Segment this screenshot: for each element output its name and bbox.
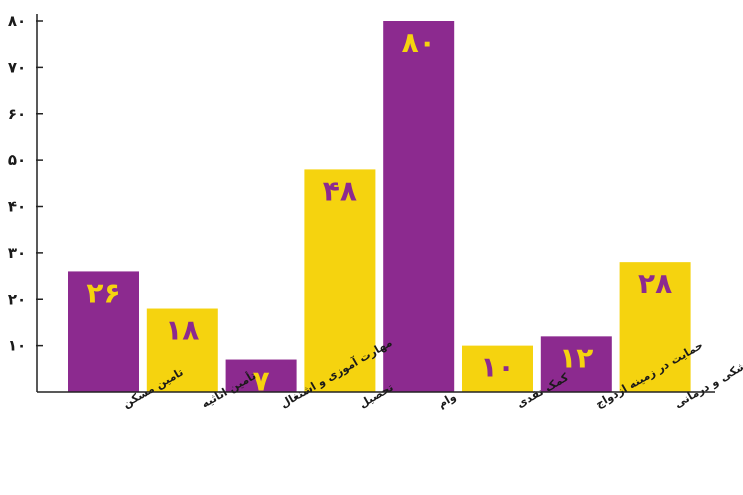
y-tick-label: ۶۰ [8,105,26,123]
bar-value-label: ۴۸ [323,174,357,207]
bar-value-label: ۱۸ [165,314,199,347]
x-tick-label: وام [436,390,459,411]
bar-value-label: ۱۲ [559,341,593,374]
y-tick-label: ۵۰ [8,151,26,169]
bar [462,345,533,392]
bar [68,271,139,392]
bar [540,336,612,392]
y-tick-label: ۲۰ [8,290,26,308]
y-tick-label: ۷۰ [8,58,26,76]
data-labels: ۲۶ ۱۸ ۷ ۴۸ ۸۰ ۱۰ ۱۲ ۲۸ [86,26,672,398]
y-tick-label: ۱۰ [8,337,26,355]
bars [68,21,691,392]
y-tick-label: ۴۰ [8,198,26,216]
bar-value-label: ۸۰ [402,26,436,59]
bar-value-label: ۷ [253,365,270,398]
bar [619,262,691,392]
bar [146,308,218,392]
bar [383,21,455,392]
y-tick-label: ۳۰ [8,244,26,262]
bar-value-label: ۲۶ [86,276,120,309]
bar [304,169,376,392]
y-axis-ticks: ۱۰ ۲۰ ۳۰ ۴۰ ۵۰ ۶۰ ۷۰ ۸۰ [8,12,43,355]
bar-value-label: ۱۰ [480,351,514,384]
bar-value-label: ۲۸ [638,267,672,300]
bar [225,359,297,392]
y-tick-label: ۸۰ [8,12,26,30]
